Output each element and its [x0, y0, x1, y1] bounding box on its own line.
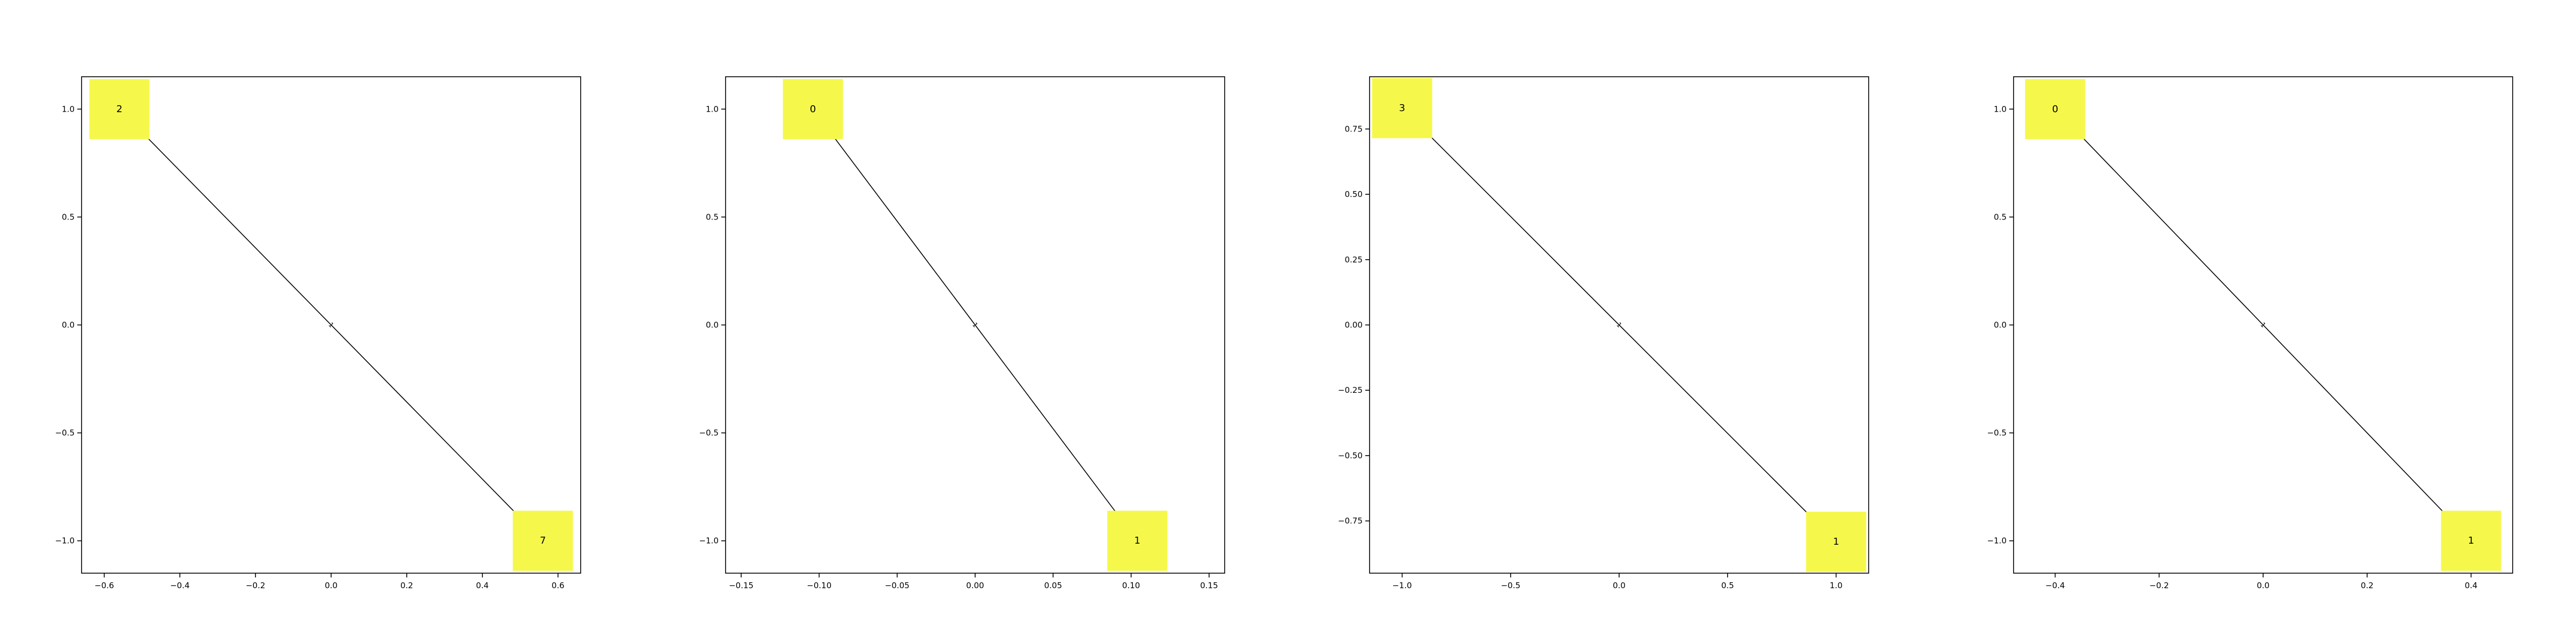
x-tick-label: 0.6 — [552, 581, 565, 590]
graph-node: 3 — [1372, 78, 1432, 138]
node-label: 0 — [2052, 104, 2058, 115]
graph-node: 7 — [513, 510, 573, 571]
x-tick-label: 0.0 — [1613, 581, 1626, 590]
y-tick-label: 0.50 — [1345, 189, 1363, 199]
x-tick-label: 0.5 — [1721, 581, 1734, 590]
y-tick-label: 1.0 — [62, 104, 75, 114]
x-tick-label: −0.6 — [94, 581, 114, 590]
y-tick-label: 0.0 — [1994, 320, 2007, 330]
node-label: 1 — [1833, 536, 1839, 547]
y-tick-label: −1.0 — [699, 536, 719, 546]
x-tick-label: −0.10 — [807, 581, 831, 590]
node-box — [782, 79, 843, 140]
node-box — [513, 510, 573, 571]
x-tick-label: 0.2 — [400, 581, 413, 590]
y-tick-label: 0.5 — [1994, 212, 2007, 222]
graph-edge — [813, 108, 1138, 541]
y-tick-label: −0.25 — [1338, 385, 1363, 395]
x-tick-label: 0.0 — [2257, 581, 2270, 590]
node-box — [2441, 510, 2501, 571]
x-tick-label: 0.05 — [1044, 581, 1062, 590]
x-tick-label: 0.10 — [1122, 581, 1140, 590]
y-tick-label: −1.0 — [55, 536, 75, 546]
x-tick-label: −0.05 — [885, 581, 910, 590]
edge-weight-label: 1 — [971, 321, 979, 329]
graph-edge — [119, 108, 544, 541]
x-tick-label: 0.4 — [2465, 581, 2478, 590]
x-tick-label: 0.00 — [966, 581, 984, 590]
x-tick-label: −0.2 — [246, 581, 265, 590]
node-box — [1372, 78, 1432, 138]
y-tick-label: 0.5 — [62, 212, 75, 222]
node-label: 1 — [1135, 535, 1140, 546]
y-tick-label: 0.25 — [1345, 255, 1363, 265]
y-tick-label: 1.0 — [706, 104, 719, 114]
y-tick-label: −0.50 — [1338, 451, 1363, 460]
node-label: 3 — [1399, 103, 1405, 114]
y-tick-label: 1.0 — [1994, 104, 2007, 114]
graph-node: 0 — [2025, 79, 2085, 140]
node-label: 1 — [2468, 535, 2474, 546]
y-tick-label: 0.0 — [62, 320, 75, 330]
graph-panel-2: −0.15 −0.10 −0.05 0.00 0.05 0.10 0.151.00.50.0… — [699, 76, 1225, 590]
y-tick-label: −0.75 — [1338, 516, 1363, 526]
x-tick-label: 0.2 — [2361, 581, 2374, 590]
node-label: 7 — [540, 535, 546, 546]
graph-panel-3: −1.0 −0.5 0.0 0.5 1.0 0.75 0.50 0.25 0.00 −0.25 −0… — [1338, 76, 1869, 590]
x-tick-label: −0.4 — [170, 581, 189, 590]
x-tick-label: 0.0 — [325, 581, 338, 590]
x-tick-label: −0.5 — [1501, 581, 1520, 590]
x-tick-label: 0.4 — [476, 581, 489, 590]
x-tick-label: 1.0 — [1829, 581, 1842, 590]
x-tick-label: −0.4 — [2045, 581, 2065, 590]
graph-node: 0 — [782, 79, 843, 140]
graph-node: 1 — [1806, 511, 1867, 572]
y-tick-label: −1.0 — [1987, 536, 2007, 546]
x-tick-label: 0.15 — [1200, 581, 1218, 590]
node-box — [1806, 511, 1867, 572]
y-tick-label: 0.0 — [706, 320, 719, 330]
node-label: 0 — [810, 104, 816, 115]
node-box — [2025, 79, 2085, 140]
node-label: 2 — [116, 104, 122, 115]
graph-edge — [1402, 107, 1836, 543]
graph-node: 1 — [2441, 510, 2501, 571]
y-tick-label: 0.5 — [706, 212, 719, 222]
x-tick-label: −1.0 — [1392, 581, 1411, 590]
y-tick-label: −0.5 — [1987, 428, 2007, 438]
x-tick-label: −0.2 — [2149, 581, 2169, 590]
graph-panel-1: −0.6 −0.4 −0.2 0.0 0.2 0.4 0.6 1.0 0.5 0.0 −0.5 −1.… — [55, 76, 581, 590]
graph-node: 2 — [89, 79, 150, 140]
node-box — [89, 79, 150, 140]
y-tick-label: 0.75 — [1345, 124, 1363, 134]
x-tick-label: −0.15 — [729, 581, 753, 590]
graph-edge — [2054, 108, 2472, 541]
y-tick-label: 0.00 — [1345, 320, 1363, 330]
y-tick-label: −0.5 — [55, 428, 75, 438]
node-box — [1107, 510, 1168, 571]
y-tick-label: −0.5 — [699, 428, 719, 438]
graph-node: 1 — [1107, 510, 1168, 571]
